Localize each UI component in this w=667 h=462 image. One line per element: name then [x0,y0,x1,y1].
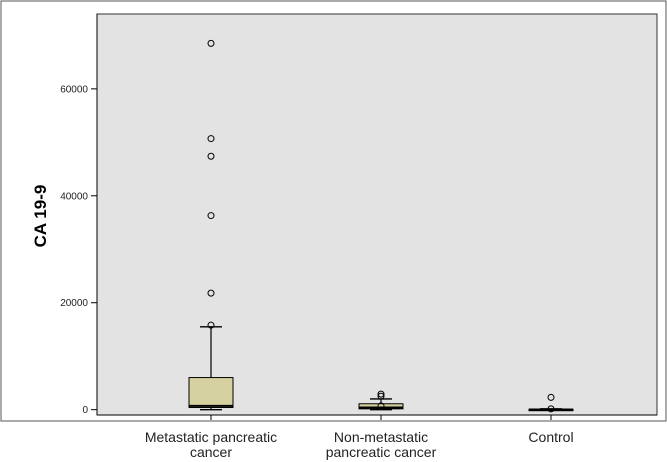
box-group [188,39,234,420]
y-tick-label: 0 [82,405,88,416]
outlier-point [207,39,215,47]
x-axis-category-labels: Metastatic pancreatic cancer Non-metastati… [145,429,574,460]
outlier-point [377,390,385,398]
y-tick-label: 60000 [60,84,88,95]
outlier-point [207,152,215,160]
x-category-label-line: cancer [190,444,232,460]
y-axis-title: CA 19-9 [31,185,50,248]
outlier-point [207,135,215,143]
x-category-label-line: Metastatic pancreatic [145,429,277,445]
outlier-point [207,289,215,297]
y-tick-label: 20000 [60,298,88,309]
outlier-point [377,402,385,410]
x-category-label: Control [528,429,573,445]
x-category-label-line: pancreatic cancer [326,444,437,460]
y-axis-ticks: 0 20000 40000 60000 [60,84,97,416]
x-category-label-line: Control [528,429,573,445]
x-category-label: Non-metastatic pancreatic cancer [326,429,437,460]
plot-area [96,13,658,416]
x-category-label: Metastatic pancreatic cancer [145,429,277,460]
y-tick-label: 40000 [60,191,88,202]
outlier-point [377,392,385,400]
box-iqr [188,377,234,409]
outlier-point [207,321,215,329]
box-group [358,390,404,420]
outlier-point [547,405,555,413]
box-series [188,39,574,420]
x-category-label-line: Non-metastatic [334,429,428,445]
outlier-point [207,212,215,220]
outlier-point [547,393,555,401]
box-group [528,393,574,420]
